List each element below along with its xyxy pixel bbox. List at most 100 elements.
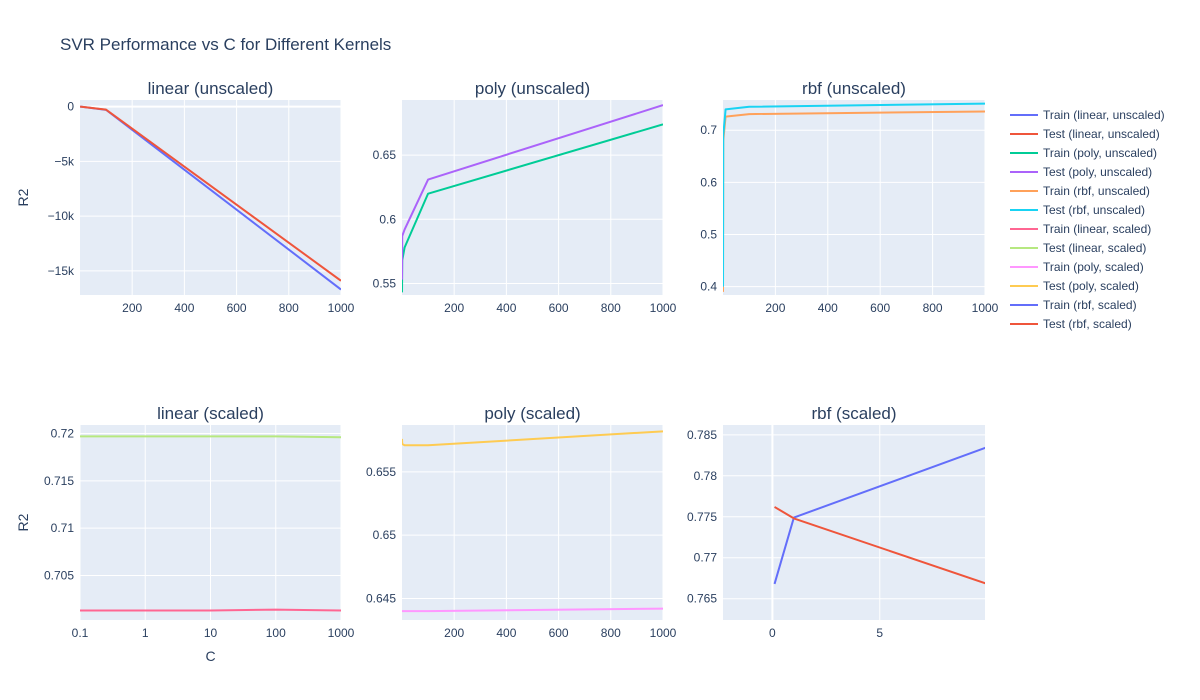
- series-group: [402, 430, 663, 613]
- y-tick-label: 0.6: [379, 212, 396, 226]
- y-tick-label: 0.72: [51, 427, 75, 441]
- series-group: [402, 104, 663, 293]
- series-line-train-linear-scaled[interactable]: [80, 608, 341, 612]
- series-line-test-rbf-unscaled[interactable]: [723, 102, 985, 287]
- x-tick-label: 400: [496, 301, 516, 315]
- legend-label: Test (rbf, scaled): [1043, 317, 1132, 331]
- legend-label: Test (poly, unscaled): [1043, 165, 1152, 179]
- x-tick-label: 1000: [328, 626, 355, 640]
- y-tick-label: 0.645: [366, 591, 396, 605]
- subplot-2: 200 400 600 800 1000 0.55 0.6 0.65 poly (unscale…: [373, 79, 677, 315]
- y-tick-label: 0.78: [694, 469, 718, 483]
- subplot-5: 200 400 600 800 1000 0.645 0.65 0.655 poly (scal…: [366, 404, 677, 640]
- x-tick-label: 10: [204, 626, 218, 640]
- x-tick-label: 800: [279, 301, 299, 315]
- y-tick-label: 0.65: [373, 148, 397, 162]
- legend-label: Test (poly, scaled): [1043, 279, 1139, 293]
- y-tick-label: 0.715: [44, 474, 74, 488]
- y-tick-label: 0.7: [700, 123, 717, 137]
- figure-title: SVR Performance vs C for Different Kerne…: [60, 35, 391, 54]
- legend-item[interactable]: Test (rbf, scaled): [1010, 317, 1132, 331]
- legend-label: Train (linear, unscaled): [1043, 108, 1165, 122]
- legend-item[interactable]: Test (linear, scaled): [1010, 241, 1146, 255]
- plot-area: [80, 100, 341, 295]
- legend-label: Train (rbf, scaled): [1043, 298, 1137, 312]
- y-axis-label: R2: [15, 188, 31, 206]
- y-tick-label: 0.6: [700, 175, 717, 189]
- legend-item[interactable]: Train (rbf, scaled): [1010, 298, 1137, 312]
- x-tick-label: 200: [444, 301, 464, 315]
- x-tick-label: 1000: [972, 301, 999, 315]
- legend-label: Test (rbf, unscaled): [1043, 203, 1145, 217]
- subplot-title: poly (unscaled): [475, 79, 590, 98]
- subplot-3: 200 400 600 800 1000 0.4 0.5 0.6 0.7 rbf (unscale…: [700, 79, 998, 315]
- y-tick-label: 0.65: [373, 528, 397, 542]
- x-tick-label: 0: [769, 626, 776, 640]
- x-tick-label: 200: [122, 301, 142, 315]
- subplot-title: linear (unscaled): [148, 79, 274, 98]
- legend-item[interactable]: Test (poly, scaled): [1010, 279, 1139, 293]
- legend-item[interactable]: Train (rbf, unscaled): [1010, 184, 1150, 198]
- series-group: [723, 102, 985, 292]
- legend-item[interactable]: Test (linear, unscaled): [1010, 127, 1160, 141]
- y-tick-label: 0.5: [700, 228, 717, 242]
- series-group: [80, 435, 341, 612]
- x-tick-label: 1000: [650, 626, 677, 640]
- subplot-4: 0.1 1 10 100 1000 0.705 0.71 0.715 0.72 linear (s…: [15, 404, 355, 664]
- subplot-6: 0 5 0.765 0.77 0.775 0.78 0.785 rbf (scaled): [687, 404, 988, 640]
- legend-item[interactable]: Train (poly, scaled): [1010, 260, 1144, 274]
- series-line-test-poly-unscaled[interactable]: [402, 104, 663, 280]
- legend-label: Train (rbf, unscaled): [1043, 184, 1150, 198]
- legend-label: Train (poly, unscaled): [1043, 146, 1157, 160]
- x-tick-label: 1000: [650, 301, 677, 315]
- subplot-1: 200 400 600 800 1000 0 −5k −10k −15k linear (unsc…: [15, 79, 355, 315]
- series-line-test-linear-unscaled[interactable]: [80, 105, 341, 282]
- x-tick-label: 800: [923, 301, 943, 315]
- legend-item[interactable]: Train (linear, scaled): [1010, 222, 1151, 236]
- x-tick-label: 400: [496, 626, 516, 640]
- legend-label: Train (poly, scaled): [1043, 260, 1144, 274]
- y-tick-label: 0.55: [373, 276, 397, 290]
- subplot-title: rbf (unscaled): [802, 79, 906, 98]
- series-line-test-rbf-scaled[interactable]: [774, 506, 988, 585]
- x-axis-label: C: [205, 648, 215, 664]
- plot-area: [402, 425, 663, 620]
- legend-item[interactable]: Train (linear, unscaled): [1010, 108, 1165, 122]
- y-tick-label: 0.655: [366, 465, 396, 479]
- y-axis-label: R2: [15, 513, 31, 531]
- series-line-test-poly-scaled[interactable]: [402, 430, 663, 447]
- y-tick-label: −10k: [48, 209, 75, 223]
- y-tick-label: 0.77: [694, 551, 718, 565]
- plot-area: [723, 100, 985, 295]
- plot-area: [723, 425, 985, 620]
- legend-label: Test (linear, unscaled): [1043, 127, 1160, 141]
- x-tick-label: 600: [870, 301, 890, 315]
- y-tick-label: 0: [67, 100, 74, 114]
- x-tick-label: 600: [549, 301, 569, 315]
- x-tick-label: 100: [266, 626, 286, 640]
- x-tick-label: 800: [601, 626, 621, 640]
- legend-item[interactable]: Train (poly, unscaled): [1010, 146, 1157, 160]
- x-tick-label: 600: [227, 301, 247, 315]
- plot-area: [402, 100, 663, 295]
- x-tick-label: 400: [174, 301, 194, 315]
- series-line-test-linear-scaled[interactable]: [80, 435, 341, 439]
- legend-label: Test (linear, scaled): [1043, 241, 1146, 255]
- legend[interactable]: Train (linear, unscaled) Test (linear, un…: [1010, 108, 1165, 331]
- y-tick-label: 0.71: [51, 521, 75, 535]
- x-tick-label: 400: [818, 301, 838, 315]
- series-line-train-poly-scaled[interactable]: [402, 607, 663, 613]
- legend-item[interactable]: Test (poly, unscaled): [1010, 165, 1152, 179]
- y-tick-label: −5k: [54, 154, 75, 168]
- legend-item[interactable]: Test (rbf, unscaled): [1010, 203, 1145, 217]
- x-tick-label: 5: [876, 626, 883, 640]
- x-tick-label: 0.1: [72, 626, 89, 640]
- x-tick-label: 1000: [328, 301, 355, 315]
- series-group: [773, 446, 988, 585]
- subplot-title: poly (scaled): [484, 404, 580, 423]
- legend-label: Train (linear, scaled): [1043, 222, 1151, 236]
- x-tick-label: 200: [765, 301, 785, 315]
- x-tick-label: 200: [444, 626, 464, 640]
